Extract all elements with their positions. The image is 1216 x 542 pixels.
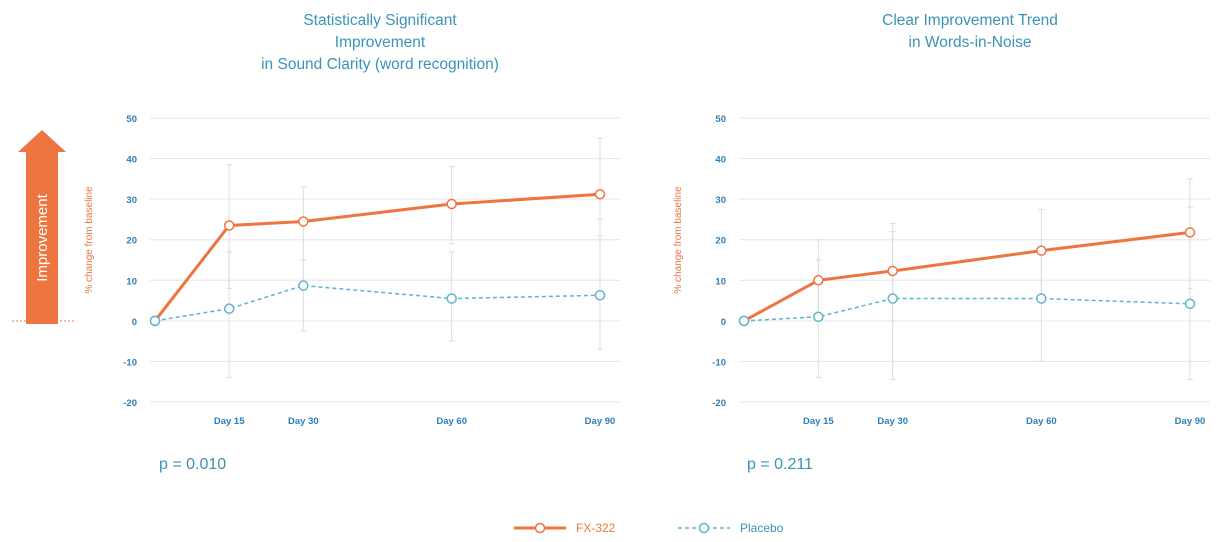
y-tick-label: 10 bbox=[715, 276, 726, 287]
legend-label-fx322: FX-322 bbox=[576, 521, 616, 535]
y-axis-label: % change from baseline bbox=[84, 186, 95, 294]
data-point-fx322 bbox=[446, 198, 457, 210]
data-point-placebo bbox=[149, 315, 161, 327]
y-tick-label: 0 bbox=[721, 317, 726, 328]
p-value-left: p = 0.010 bbox=[159, 456, 227, 473]
data-point-placebo bbox=[1036, 293, 1047, 304]
x-tick-label: Day 60 bbox=[1026, 416, 1057, 427]
x-tick-label: Day 30 bbox=[288, 416, 319, 427]
series-line-placebo bbox=[743, 297, 1191, 322]
improvement-label: Improvement bbox=[34, 193, 51, 281]
title-line: in Words-in-Noise bbox=[908, 34, 1032, 51]
y-tick-label: 30 bbox=[126, 195, 137, 206]
title-line: in Sound Clarity (word recognition) bbox=[261, 56, 499, 73]
improvement-arrow: Improvement bbox=[12, 130, 74, 324]
data-point-placebo bbox=[446, 293, 457, 304]
data-point-fx322 bbox=[1036, 245, 1047, 256]
data-point-placebo bbox=[738, 315, 750, 327]
x-tick-label: Day 30 bbox=[877, 416, 908, 427]
chart-1: 50 40 30 20 10 0 -10 -20 % change from baseline D… bbox=[84, 114, 620, 427]
chart-2: 50 40 30 20 10 0 -10 -20 % change from baseline D… bbox=[673, 114, 1210, 427]
title-line: Improvement bbox=[334, 34, 426, 51]
data-point-fx322 bbox=[298, 216, 309, 227]
series-line-fx322 bbox=[743, 230, 1191, 323]
data-point-placebo bbox=[887, 293, 898, 304]
y-tick-label: -20 bbox=[123, 398, 137, 409]
title-line: Clear Improvement Trend bbox=[882, 12, 1058, 29]
legend-label-placebo: Placebo bbox=[740, 521, 784, 535]
placebo-line-marker-icon bbox=[678, 522, 730, 534]
legend-item-placebo: Placebo bbox=[676, 521, 783, 535]
fx322-line-marker-icon bbox=[514, 522, 566, 534]
y-tick-label: -10 bbox=[712, 357, 726, 368]
y-tick-label: 50 bbox=[715, 114, 726, 125]
y-axis-label: % change from baseline bbox=[673, 186, 684, 294]
y-tick-label: 20 bbox=[126, 236, 137, 247]
data-point-placebo bbox=[223, 303, 235, 314]
x-tick-label: Day 90 bbox=[1175, 416, 1206, 427]
x-tick-label: Day 60 bbox=[436, 416, 467, 427]
x-tick-label: Day 15 bbox=[214, 416, 245, 427]
chart-title-left: Statistically Significant Improvement in… bbox=[190, 10, 570, 76]
series-line-placebo bbox=[154, 284, 601, 322]
y-tick-label: 10 bbox=[126, 276, 137, 287]
y-tick-label: -20 bbox=[712, 398, 726, 409]
y-tick-label: 40 bbox=[715, 155, 726, 166]
data-point-fx322 bbox=[813, 275, 824, 286]
legend-item-fx322: FX-322 bbox=[512, 521, 615, 535]
y-tick-label: 40 bbox=[126, 155, 137, 166]
y-tick-label: 30 bbox=[715, 195, 726, 206]
title-line: Statistically Significant bbox=[303, 12, 457, 29]
data-point-fx322 bbox=[887, 265, 898, 277]
series-line-fx322 bbox=[153, 192, 601, 322]
data-point-fx322 bbox=[594, 189, 606, 200]
x-tick-label: Day 90 bbox=[585, 416, 616, 427]
p-value-right: p = 0.211 bbox=[747, 456, 813, 473]
up-arrow-icon bbox=[18, 130, 66, 324]
y-tick-label: 0 bbox=[132, 317, 137, 328]
chart-title-right: Clear Improvement Trend in Words-in-Nois… bbox=[780, 10, 1160, 54]
data-point-placebo bbox=[594, 290, 606, 301]
x-tick-label: Day 15 bbox=[803, 416, 834, 427]
data-point-fx322 bbox=[1184, 227, 1196, 238]
y-tick-label: 50 bbox=[126, 114, 137, 125]
data-point-fx322 bbox=[223, 220, 235, 231]
data-point-placebo bbox=[1184, 298, 1196, 310]
data-point-placebo bbox=[813, 311, 824, 323]
y-tick-label: 20 bbox=[715, 236, 726, 247]
data-point-placebo bbox=[298, 280, 309, 291]
y-tick-label: -10 bbox=[123, 357, 137, 368]
